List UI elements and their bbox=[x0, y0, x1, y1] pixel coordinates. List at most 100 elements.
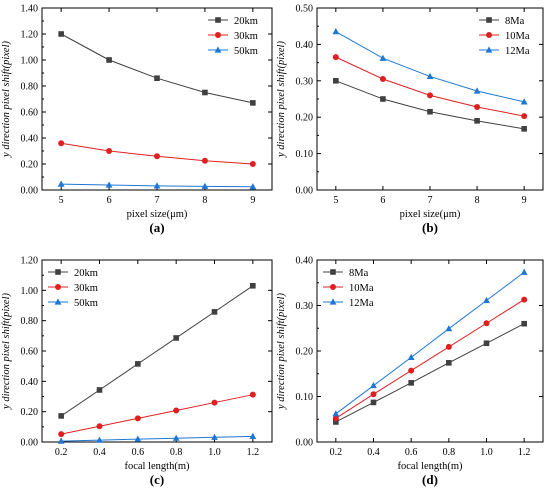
series-line bbox=[335, 271, 525, 415]
data-point bbox=[521, 126, 527, 132]
x-tick-label: 7 bbox=[428, 195, 433, 206]
y-tick-label: 0.40 bbox=[21, 134, 39, 145]
x-tick-label: 8 bbox=[475, 195, 480, 206]
legend-label: 8Ma bbox=[505, 16, 525, 27]
data-point bbox=[250, 100, 256, 106]
series-2 bbox=[332, 28, 528, 105]
x-tick-label: 1.0 bbox=[208, 447, 221, 458]
series-2 bbox=[57, 432, 257, 444]
series-line bbox=[61, 394, 253, 435]
data-point bbox=[332, 28, 340, 35]
x-tick-label: 1.0 bbox=[480, 447, 493, 458]
x-tick-label: 5 bbox=[59, 195, 64, 206]
legend-label: 50km bbox=[234, 46, 258, 57]
data-point bbox=[134, 435, 142, 442]
legend-label: 30km bbox=[74, 283, 98, 294]
y-tick-label: 1.20 bbox=[21, 30, 39, 41]
legend-label: 8Ma bbox=[349, 268, 369, 279]
data-point bbox=[58, 431, 65, 438]
data-point bbox=[333, 78, 339, 84]
data-point bbox=[106, 57, 112, 63]
series-1 bbox=[332, 54, 528, 120]
legend-marker bbox=[215, 17, 221, 23]
legend-marker bbox=[55, 269, 61, 275]
data-point bbox=[96, 423, 103, 430]
x-tick-label: 0.6 bbox=[405, 447, 418, 458]
legend-label: 30km bbox=[234, 31, 258, 42]
series-1 bbox=[58, 391, 256, 438]
panel-label: (b) bbox=[422, 220, 438, 235]
legend-label: 20km bbox=[74, 268, 98, 279]
data-point bbox=[105, 181, 113, 188]
data-point bbox=[332, 410, 340, 417]
data-point bbox=[106, 148, 113, 154]
data-point bbox=[520, 268, 528, 275]
data-point bbox=[521, 113, 528, 120]
chart-panel-d: 0.00 0.10 0.20 0.30 0.40 0.2 0.4 0.6 0.8 1.0 1.2 fo… bbox=[276, 256, 544, 487]
y-axis-title: y direction pixel shift(pixel) bbox=[1, 41, 12, 158]
data-point bbox=[173, 335, 179, 341]
legend-marker bbox=[215, 32, 221, 38]
series-line bbox=[335, 56, 525, 117]
series-line bbox=[60, 285, 254, 417]
series-1 bbox=[58, 140, 256, 167]
data-point bbox=[483, 320, 490, 327]
x-tick-label: 8 bbox=[202, 195, 207, 206]
data-point bbox=[445, 343, 452, 350]
y-tick-label: 1.00 bbox=[21, 286, 39, 297]
legend: 8Ma 10Ma 12Ma bbox=[479, 16, 530, 57]
data-point bbox=[370, 381, 377, 389]
data-point bbox=[427, 108, 433, 115]
data-point bbox=[96, 436, 103, 443]
data-point bbox=[370, 391, 377, 398]
data-point bbox=[135, 361, 141, 367]
data-point bbox=[445, 325, 453, 332]
data-point bbox=[483, 340, 490, 347]
legend-marker bbox=[485, 46, 493, 53]
legend: 20km 30km 50km bbox=[48, 268, 98, 309]
legend-label: 50km bbox=[74, 298, 98, 309]
x-axis-title: pixel size(μm) bbox=[127, 209, 188, 220]
x-tick-label: 9 bbox=[250, 195, 255, 206]
legend-label: 12Ma bbox=[505, 46, 530, 57]
legend-marker bbox=[486, 32, 492, 38]
data-point bbox=[408, 380, 414, 386]
data-point bbox=[153, 182, 161, 189]
data-point bbox=[96, 387, 103, 393]
y-tick-label: 0.10 bbox=[296, 149, 314, 160]
legend-marker bbox=[330, 284, 336, 290]
data-point bbox=[202, 89, 208, 96]
series-line bbox=[61, 435, 253, 442]
data-point bbox=[58, 413, 64, 419]
x-axis-title: focal length(m) bbox=[124, 461, 190, 472]
y-tick-label: 0.20 bbox=[296, 347, 314, 358]
series-1 bbox=[332, 296, 528, 422]
data-point bbox=[426, 72, 434, 80]
x-axis-title: pixel size(μm) bbox=[400, 209, 461, 220]
data-point bbox=[249, 161, 256, 167]
y-tick-label: 0.80 bbox=[21, 82, 39, 93]
y-tick-label: 0.10 bbox=[296, 392, 314, 403]
series-line bbox=[335, 299, 525, 419]
panel-label: (a) bbox=[149, 220, 164, 235]
data-point bbox=[379, 54, 387, 61]
y-tick-label: 0.50 bbox=[296, 4, 314, 15]
y-axis-title: y direction pixel shift(pixel) bbox=[276, 41, 287, 158]
data-point bbox=[474, 118, 480, 124]
legend-marker bbox=[55, 284, 61, 290]
series-line bbox=[335, 323, 525, 423]
y-tick-label: 1.00 bbox=[21, 56, 39, 67]
y-tick-label: 0.20 bbox=[296, 113, 314, 124]
data-point bbox=[249, 391, 256, 398]
data-point bbox=[249, 183, 257, 190]
data-point bbox=[521, 320, 527, 327]
chart-panel-c: 0.00 0.20 0.40 0.60 0.80 1.00 1.20 0.2 0.4 0.6 0.8… bbox=[1, 256, 273, 487]
data-point bbox=[520, 98, 528, 105]
data-point bbox=[58, 31, 64, 37]
y-tick-label: 0.60 bbox=[21, 347, 39, 358]
data-point bbox=[332, 415, 339, 422]
y-tick-label: 0.00 bbox=[21, 438, 39, 449]
x-tick-label: 6 bbox=[107, 195, 112, 206]
x-tick-label: 5 bbox=[333, 195, 338, 206]
